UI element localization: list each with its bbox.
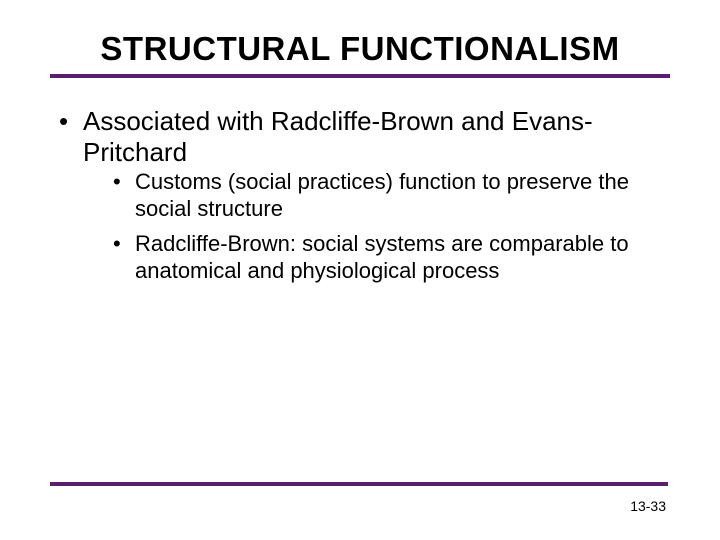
bullet-lvl2-text: Customs (social practices) function to p… xyxy=(135,169,629,221)
bullet-lvl2-text: Radcliffe-Brown: social systems are comp… xyxy=(135,231,629,283)
content-area: Associated with Radcliffe-Brown and Evan… xyxy=(0,78,720,285)
title-block: STRUCTURAL FUNCTIONALISM xyxy=(0,0,720,78)
page-number: 13-33 xyxy=(630,498,666,514)
slide: STRUCTURAL FUNCTIONALISM Associated with… xyxy=(0,0,720,540)
bullet-lvl1-text: Associated with Radcliffe-Brown and Evan… xyxy=(83,106,593,167)
bullet-lvl1: Associated with Radcliffe-Brown and Evan… xyxy=(55,106,665,285)
bullet-lvl2: Radcliffe-Brown: social systems are comp… xyxy=(109,231,665,285)
bullet-lvl2: Customs (social practices) function to p… xyxy=(109,169,665,223)
slide-title: STRUCTURAL FUNCTIONALISM xyxy=(50,30,670,74)
bottom-rule xyxy=(50,482,668,486)
